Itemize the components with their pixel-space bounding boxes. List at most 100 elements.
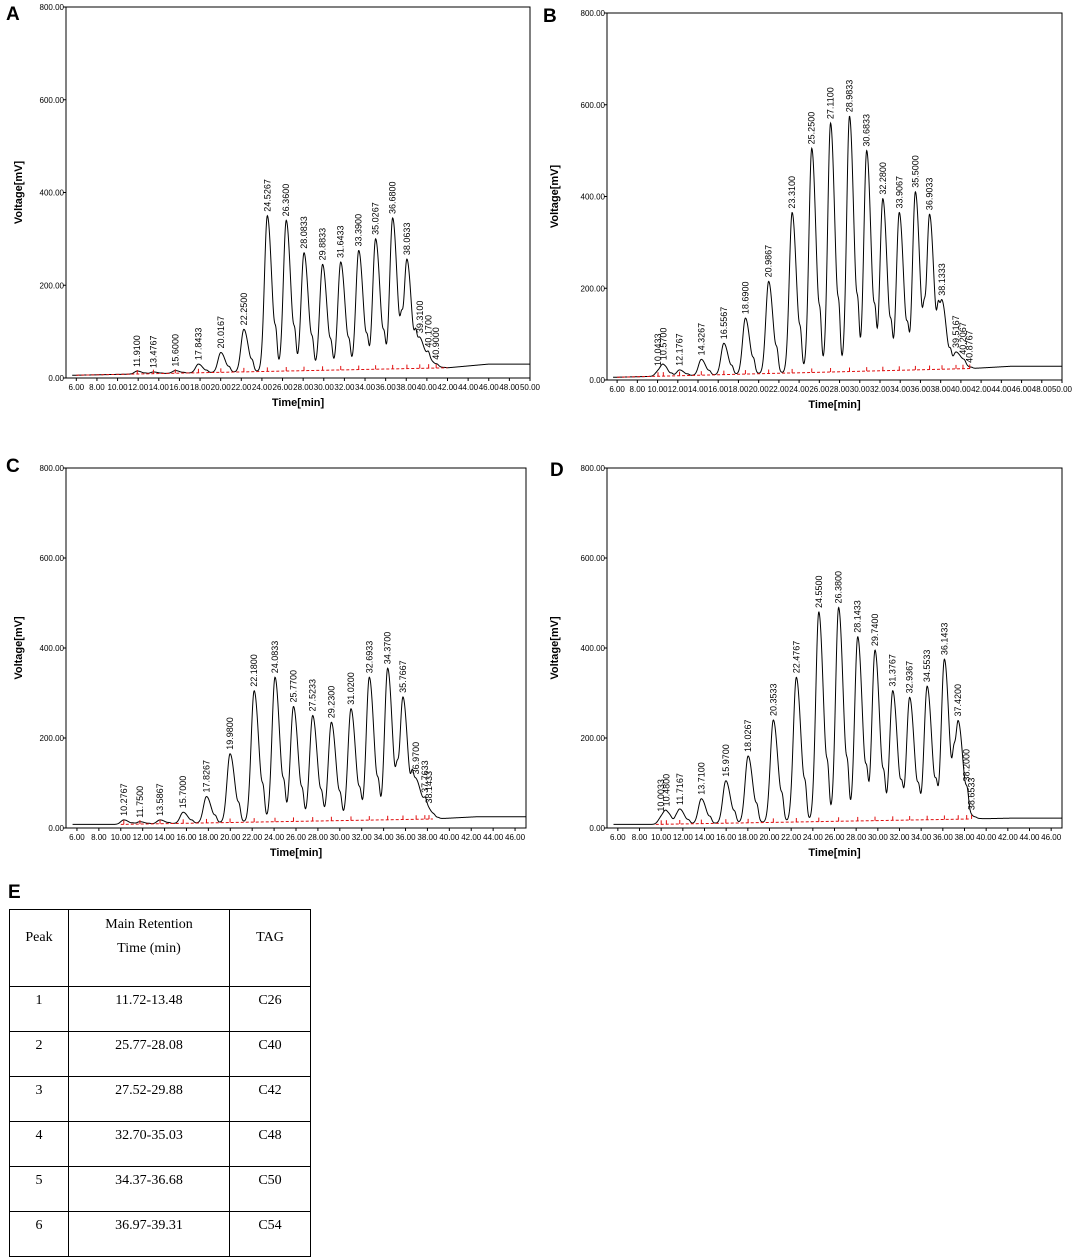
peak-label: 17.8433 bbox=[193, 328, 203, 361]
x-tick-label: 32.00 bbox=[334, 383, 355, 392]
peak-label: 10.0433 bbox=[653, 334, 663, 367]
x-tick-label: 6.00 bbox=[610, 833, 626, 842]
cell-peak: 1 bbox=[9, 986, 69, 1032]
y-axis-label: Voltage[mV] bbox=[13, 616, 25, 680]
cell-tag: C42 bbox=[229, 1076, 311, 1122]
x-tick-label: 34.00 bbox=[890, 385, 911, 394]
chromatogram-c: 0.00 200.00 400.00 600.00 800.00 6.00 8.00 10.0… bbox=[13, 464, 527, 859]
x-tick-label: 32.00 bbox=[889, 833, 910, 842]
table-row: 4 32.70-35.03 C48 bbox=[9, 1121, 311, 1167]
cell-tag: C50 bbox=[229, 1166, 311, 1212]
x-tick-label: 16.00 bbox=[176, 833, 197, 842]
x-axis-label: Time[min] bbox=[270, 847, 323, 859]
peak-label: 22.4767 bbox=[791, 641, 801, 674]
x-tick-label: 40.00 bbox=[951, 385, 972, 394]
peak-label: 31.6433 bbox=[336, 225, 346, 258]
peak-label: 28.9833 bbox=[844, 80, 854, 113]
peak-label: 35.0267 bbox=[371, 202, 381, 235]
x-tick-label: 24.00 bbox=[264, 833, 285, 842]
peak-label: 28.0833 bbox=[299, 216, 309, 249]
table-row: 5 34.37-36.68 C50 bbox=[9, 1166, 311, 1212]
peak-label: 25.7700 bbox=[288, 670, 298, 703]
x-tick-label: 24.00 bbox=[252, 383, 273, 392]
x-tick-label: 16.00 bbox=[708, 385, 729, 394]
x-tick-label: 50.00 bbox=[520, 383, 541, 392]
x-tick-label: 36.00 bbox=[910, 385, 931, 394]
peak-label: 39.3100 bbox=[415, 301, 425, 334]
peak-label: 37.4200 bbox=[953, 684, 963, 717]
cell-retention: 27.52-29.88 bbox=[68, 1076, 230, 1122]
peak-label: 22.2500 bbox=[239, 293, 249, 326]
peak-label: 11.7167 bbox=[675, 773, 685, 805]
x-tick-label: 6.00 bbox=[69, 833, 85, 842]
cell-retention: 32.70-35.03 bbox=[68, 1121, 230, 1167]
signal-trace bbox=[613, 115, 1062, 378]
plot-frame bbox=[65, 467, 527, 829]
x-tick-label: 22.00 bbox=[781, 833, 802, 842]
y-tick-label: 400.00 bbox=[40, 644, 65, 653]
peak-label: 11.7500 bbox=[135, 786, 145, 818]
x-tick-label: 6.00 bbox=[609, 385, 625, 394]
peak-label: 40.1700 bbox=[424, 315, 434, 348]
y-tick-label: 800.00 bbox=[40, 3, 65, 12]
x-tick-label: 10.00 bbox=[651, 833, 672, 842]
x-tick-label: 16.00 bbox=[716, 833, 737, 842]
y-tick-label: 600.00 bbox=[581, 554, 606, 563]
integration-baseline bbox=[617, 368, 972, 378]
peak-label: 38.1333 bbox=[937, 263, 947, 296]
y-tick-label: 400.00 bbox=[40, 189, 65, 198]
table-header-row: Peak Main Retention Time (min) TAG bbox=[9, 909, 311, 987]
x-tick-label: 28.00 bbox=[293, 383, 314, 392]
peak-label: 40.8767 bbox=[965, 330, 975, 363]
x-tick-label: 12.00 bbox=[133, 833, 154, 842]
x-axis-label: Time[min] bbox=[808, 847, 861, 859]
x-tick-label: 14.00 bbox=[149, 383, 170, 392]
x-tick-label: 40.00 bbox=[417, 383, 438, 392]
x-tick-label: 36.00 bbox=[396, 833, 417, 842]
x-tick-label: 36.00 bbox=[376, 383, 397, 392]
peak-label: 30.6833 bbox=[862, 114, 872, 147]
peak-label: 35.5000 bbox=[910, 155, 920, 188]
peak-label: 29.2300 bbox=[326, 686, 336, 719]
x-tick-label: 22.00 bbox=[231, 383, 252, 392]
y-tick-label: 600.00 bbox=[40, 554, 65, 563]
y-axis-label: Voltage[mV] bbox=[13, 160, 25, 224]
x-tick-label: 20.00 bbox=[749, 385, 770, 394]
x-tick-label: 6.00 bbox=[69, 383, 85, 392]
x-tick-label: 44.00 bbox=[1019, 833, 1040, 842]
panel-letter-c: C bbox=[6, 456, 20, 477]
x-tick-label: 18.00 bbox=[728, 385, 749, 394]
table-row: 6 36.97-39.31 C54 bbox=[9, 1211, 311, 1257]
x-tick-label: 38.00 bbox=[396, 383, 417, 392]
x-tick-label: 14.00 bbox=[155, 833, 176, 842]
panel-letter-e: E bbox=[8, 882, 21, 903]
integration-baseline bbox=[76, 367, 448, 376]
x-tick-label: 34.00 bbox=[911, 833, 932, 842]
y-tick-label: 800.00 bbox=[581, 464, 606, 473]
cell-retention: 34.37-36.68 bbox=[68, 1166, 230, 1212]
peak-label: 15.6000 bbox=[170, 334, 180, 367]
peak-label: 11.9100 bbox=[132, 335, 142, 367]
x-tick-label: 26.00 bbox=[286, 833, 307, 842]
peak-label: 39.5167 bbox=[951, 315, 961, 348]
x-tick-label: 42.00 bbox=[971, 385, 992, 394]
x-tick-label: 44.00 bbox=[483, 833, 504, 842]
x-tick-label: 26.00 bbox=[273, 383, 294, 392]
x-tick-label: 42.00 bbox=[437, 383, 458, 392]
peak-label: 24.0833 bbox=[270, 641, 280, 674]
peak-label: 27.1100 bbox=[826, 87, 836, 119]
peak-label: 24.5500 bbox=[814, 575, 824, 608]
peak-label: 27.5233 bbox=[308, 679, 318, 712]
cell-tag: C54 bbox=[229, 1211, 311, 1257]
x-tick-label: 46.00 bbox=[1012, 385, 1033, 394]
cell-peak: 6 bbox=[9, 1211, 69, 1257]
x-tick-label: 16.00 bbox=[169, 383, 190, 392]
y-tick-label: 200.00 bbox=[40, 734, 65, 743]
peak-label: 19.9800 bbox=[225, 717, 235, 750]
x-tick-label: 18.00 bbox=[738, 833, 759, 842]
peak-label: 38.6533 bbox=[967, 778, 977, 811]
peak-label: 36.1433 bbox=[939, 623, 949, 656]
peak-label: 10.4800 bbox=[661, 774, 671, 807]
peak-label: 29.8833 bbox=[318, 228, 328, 261]
